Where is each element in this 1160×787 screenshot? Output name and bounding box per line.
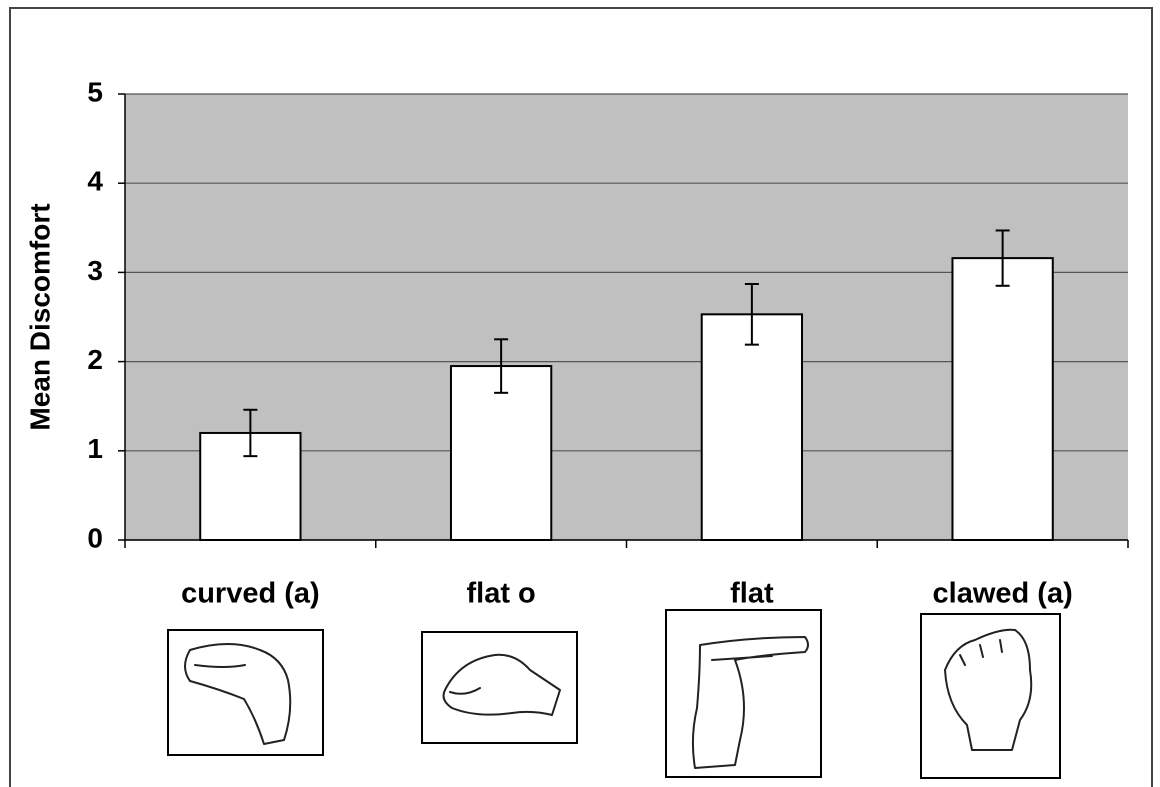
x-tick-label: flat o bbox=[466, 578, 535, 610]
x-tick-label: clawed (a) bbox=[933, 578, 1073, 610]
y-tick-label: 1 bbox=[87, 433, 103, 464]
x-tick-label: curved (a) bbox=[181, 578, 320, 610]
chart: Mean Discomfort 0 1 2 3 4 5 curved (a) flat o fl… bbox=[0, 0, 1160, 787]
y-tick-label: 4 bbox=[87, 166, 103, 197]
y-tick-label: 2 bbox=[87, 344, 103, 375]
hand-image bbox=[921, 614, 1060, 778]
x-tick-label: flat bbox=[730, 578, 774, 610]
bar bbox=[952, 258, 1052, 540]
hand-images bbox=[168, 610, 1060, 778]
bar bbox=[702, 314, 802, 540]
y-tick-label: 5 bbox=[87, 76, 103, 107]
y-axis-label: Mean Discomfort bbox=[24, 203, 55, 430]
y-tick-label: 3 bbox=[87, 255, 103, 286]
y-tick-label: 0 bbox=[87, 522, 103, 553]
